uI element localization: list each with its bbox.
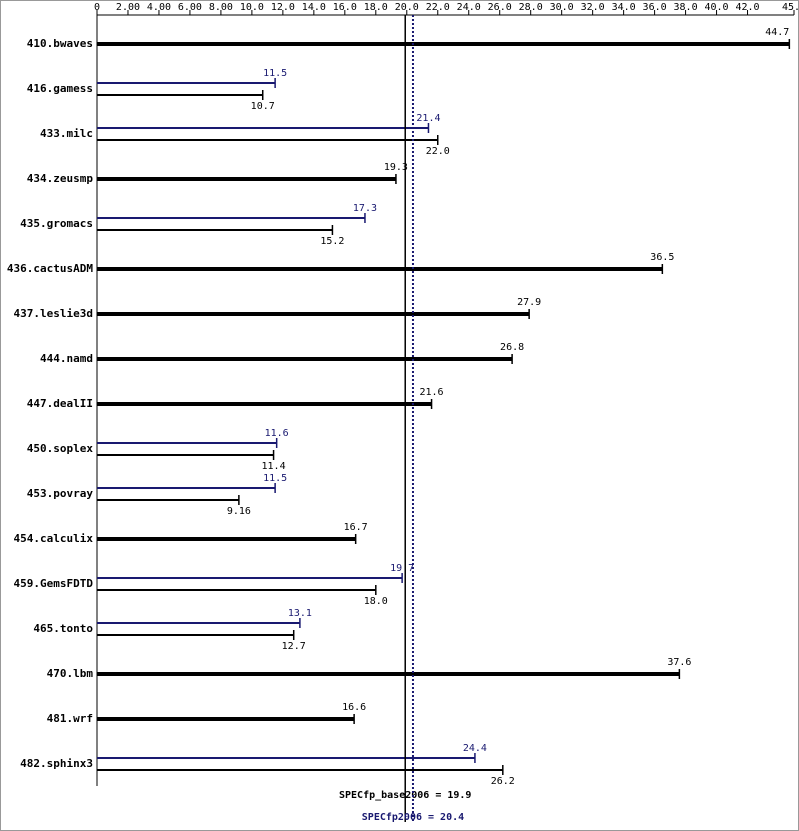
x-tick-label: 30.0 xyxy=(550,2,574,13)
value-label: 13.1 xyxy=(288,608,312,619)
value-label: 11.5 xyxy=(263,68,287,79)
value-label: 19.3 xyxy=(384,162,408,173)
reference-label: SPECfp2006 = 20.4 xyxy=(362,812,464,823)
x-tick-label: 40.0 xyxy=(705,2,729,13)
category-label: 454.calculix xyxy=(14,532,94,545)
value-label: 19.7 xyxy=(390,563,414,574)
x-tick-label: 36.0 xyxy=(643,2,667,13)
x-tick-label: 14.0 xyxy=(302,2,326,13)
value-label: 24.4 xyxy=(463,743,487,754)
category-label: 444.namd xyxy=(40,352,93,365)
value-label: 26.8 xyxy=(500,342,524,353)
x-tick-label: 45.0 xyxy=(782,2,799,13)
value-label: 16.6 xyxy=(342,702,366,713)
category-label: 450.soplex xyxy=(27,442,94,455)
category-label: 482.sphinx3 xyxy=(20,757,93,770)
value-label: 9.16 xyxy=(227,506,251,517)
value-label: 17.3 xyxy=(353,203,377,214)
category-label: 447.dealII xyxy=(27,397,93,410)
value-label: 10.7 xyxy=(251,101,275,112)
x-tick-label: 12.0 xyxy=(271,2,295,13)
value-label: 44.7 xyxy=(765,27,789,38)
category-label: 481.wrf xyxy=(47,712,93,725)
x-tick-label: 18.0 xyxy=(364,2,388,13)
x-tick-label: 26.0 xyxy=(488,2,512,13)
x-tick-label: 32.0 xyxy=(581,2,605,13)
category-label: 433.milc xyxy=(40,127,93,140)
value-label: 11.6 xyxy=(265,428,289,439)
category-label: 435.gromacs xyxy=(20,217,93,230)
x-tick-label: 28.0 xyxy=(519,2,543,13)
value-label: 11.4 xyxy=(262,461,286,472)
x-tick-label: 42.0 xyxy=(735,2,759,13)
x-tick-label: 0 xyxy=(94,2,100,13)
x-tick-label: 8.00 xyxy=(209,2,233,13)
x-tick-label: 34.0 xyxy=(612,2,636,13)
value-label: 12.7 xyxy=(282,641,306,652)
value-label: 16.7 xyxy=(344,522,368,533)
value-label: 22.0 xyxy=(426,146,450,157)
category-label: 416.gamess xyxy=(27,82,93,95)
value-label: 11.5 xyxy=(263,473,287,484)
x-tick-label: 6.00 xyxy=(178,2,202,13)
category-label: 434.zeusmp xyxy=(27,172,94,185)
x-tick-label: 16.0 xyxy=(333,2,357,13)
x-tick-label: 38.0 xyxy=(674,2,698,13)
category-label: 410.bwaves xyxy=(27,37,93,50)
category-label: 459.GemsFDTD xyxy=(14,577,94,590)
category-label: 436.cactusADM xyxy=(7,262,93,275)
reference-label: SPECfp_base2006 = 19.9 xyxy=(339,790,471,801)
x-tick-label: 24.0 xyxy=(457,2,481,13)
value-label: 15.2 xyxy=(320,236,344,247)
category-label: 453.povray xyxy=(27,487,94,500)
x-tick-label: 2.00 xyxy=(116,2,140,13)
value-label: 27.9 xyxy=(517,297,541,308)
value-label: 18.0 xyxy=(364,596,388,607)
x-tick-label: 4.00 xyxy=(147,2,171,13)
value-label: 37.6 xyxy=(667,657,691,668)
value-label: 36.5 xyxy=(650,252,674,263)
x-tick-label: 20.0 xyxy=(395,2,419,13)
value-label: 26.2 xyxy=(491,776,515,787)
category-label: 437.leslie3d xyxy=(14,307,93,320)
value-label: 21.6 xyxy=(420,387,444,398)
x-tick-label: 22.0 xyxy=(426,2,450,13)
value-label: 21.4 xyxy=(416,113,440,124)
category-label: 465.tonto xyxy=(33,622,93,635)
category-label: 470.lbm xyxy=(47,667,94,680)
x-tick-label: 10.0 xyxy=(240,2,264,13)
